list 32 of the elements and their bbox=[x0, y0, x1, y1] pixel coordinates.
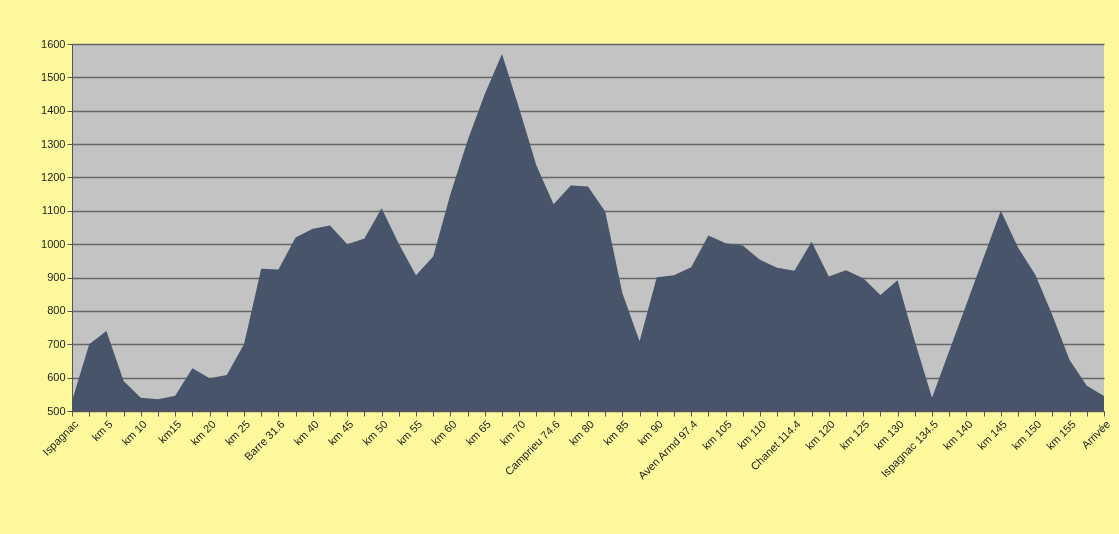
x-tick-label: km 20 bbox=[188, 417, 218, 448]
x-tick-label: km 150 bbox=[1009, 417, 1044, 452]
y-tick-label: 1000 bbox=[41, 237, 66, 250]
y-tick-label: 1200 bbox=[41, 170, 66, 183]
x-tick-label: km 80 bbox=[566, 417, 597, 448]
y-tick-label: 500 bbox=[47, 404, 66, 417]
x-tick-label: km 45 bbox=[325, 417, 356, 448]
x-tick-label: km 65 bbox=[463, 417, 494, 448]
y-tick-label: 1300 bbox=[41, 137, 66, 150]
x-tick-label: km 105 bbox=[699, 417, 734, 452]
x-tick-label: km 140 bbox=[940, 417, 975, 452]
y-tick-label: 1500 bbox=[41, 70, 66, 83]
y-tick-label: 700 bbox=[47, 337, 66, 350]
x-tick-label: km 120 bbox=[803, 417, 838, 452]
y-tick-label: 1100 bbox=[41, 204, 66, 217]
y-tick-label: 1400 bbox=[41, 104, 66, 117]
x-tick-label: km 155 bbox=[1043, 417, 1078, 452]
x-tick-label: km 125 bbox=[837, 417, 872, 452]
x-tick-label: km 25 bbox=[222, 417, 253, 448]
x-tick-label: km 10 bbox=[119, 417, 150, 448]
y-tick-label: 800 bbox=[47, 304, 66, 317]
x-tick-label: km 145 bbox=[975, 417, 1010, 452]
y-tick-label: 1600 bbox=[41, 37, 66, 50]
x-tick-label: km 85 bbox=[601, 417, 631, 448]
x-tick-label: km 60 bbox=[429, 417, 459, 448]
x-tick-label: km 55 bbox=[394, 417, 425, 448]
x-tick-label: km 40 bbox=[291, 417, 322, 448]
x-tick-label: km 90 bbox=[635, 417, 666, 448]
x-tick-label: km 5 bbox=[89, 417, 115, 444]
y-tick-label: 900 bbox=[47, 271, 66, 284]
x-tick-label: km 50 bbox=[360, 417, 390, 448]
y-tick-label: 600 bbox=[47, 371, 66, 384]
